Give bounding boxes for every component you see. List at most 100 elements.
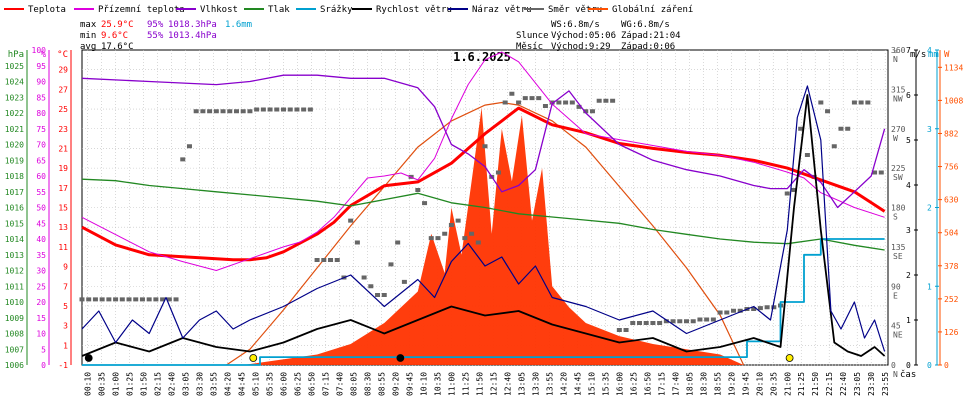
axis-tick-humidity_pct: 75 — [36, 125, 46, 134]
wind-dir-point — [119, 297, 125, 302]
axis-unit-rain_mm: mm — [928, 50, 939, 60]
x-tick-label: 22:40 — [839, 372, 848, 396]
axis-tick-temperature_c: -1 — [58, 361, 68, 370]
wind-dir-point — [798, 126, 804, 131]
x-tick-label: 10:35 — [433, 372, 442, 396]
x-tick-label: 16:50 — [643, 372, 652, 396]
axis-tick-pressure_hpa: 1024 — [5, 78, 24, 87]
wind-dir-point — [361, 275, 367, 280]
wind-dir-point — [455, 218, 461, 223]
wind-dir-point — [502, 100, 508, 105]
axis-tick-radiation_w: 504 — [944, 229, 959, 238]
x-tick-label: 23:30 — [867, 372, 876, 396]
wind-dir-point — [113, 297, 119, 302]
x-tick-label: 05:10 — [252, 372, 261, 396]
wind-ws: WS:6.8m/s — [551, 20, 600, 30]
wind-dir-point — [435, 236, 441, 241]
axis-tick-pressure_hpa: 1016 — [5, 204, 24, 213]
x-tick-label: 18:55 — [713, 372, 722, 396]
axis-tick-humidity_pct: 65 — [36, 156, 46, 165]
axis-compass-label: E — [893, 291, 898, 300]
axis-tick-pressure_hpa: 1014 — [5, 235, 24, 244]
wind-dir-point — [589, 109, 595, 114]
axis-tick-temperature_c: 3 — [63, 322, 68, 331]
x-tick-label: 01:00 — [112, 372, 121, 396]
legend-label: Rychlost větru — [376, 5, 452, 15]
axis-tick-humidity_pct: 80 — [36, 109, 46, 118]
wind-dir-point — [166, 297, 172, 302]
wind-dir-point — [448, 223, 454, 227]
x-tick-label: 13:05 — [517, 372, 526, 396]
wind-dir-point — [281, 107, 286, 112]
moon-set: Západ:0:06 — [621, 42, 675, 52]
axis-tick-humidity_pct: 25 — [36, 282, 46, 291]
axis-tick-wind_speed_ms: 4 — [906, 181, 911, 190]
axis-tick-wind_speed_ms: 5 — [906, 136, 911, 145]
axis-unit-wind_speed_ms: m/s — [910, 50, 926, 60]
wind-dir-point — [771, 305, 777, 310]
x-tick-label: 22:15 — [825, 372, 834, 396]
stat-max-label: max — [80, 20, 97, 30]
wind-dir-point — [388, 262, 394, 267]
axis-tick-wind_dir_deg: 135 — [891, 243, 906, 252]
axis-tick-pressure_hpa: 1022 — [5, 109, 24, 118]
axis-tick-rain_mm: 1 — [927, 282, 932, 291]
series-line-Globální záření — [226, 101, 745, 366]
sun-moon-marker — [785, 354, 794, 362]
stat-max-hum: 95% — [147, 20, 164, 30]
wind-dir-point — [657, 321, 663, 325]
axis-tick-pressure_hpa: 1020 — [5, 141, 24, 150]
axis-unit-humidity_pct: % — [41, 50, 47, 60]
wind-dir-point — [583, 109, 589, 114]
x-tick-label: 13:30 — [531, 372, 540, 396]
wind-dir-point — [825, 109, 831, 114]
wind-dir-point — [516, 100, 522, 105]
wind-dir-point — [328, 258, 334, 262]
series-line-Náraz větru — [81, 85, 886, 352]
chart-date: 1.6.2025 — [453, 50, 511, 64]
wind-dir-point — [254, 107, 260, 112]
axis-tick-wind_speed_ms: 1 — [906, 316, 911, 325]
axis-tick-pressure_hpa: 1015 — [5, 219, 24, 228]
axis-tick-wind_dir_deg: 90 — [891, 282, 901, 291]
axis-tick-pressure_hpa: 1013 — [5, 251, 24, 260]
wind-dir-point — [287, 107, 293, 112]
axis-tick-radiation_w: 756 — [944, 163, 959, 172]
stat-avg-temp: 17.6°C — [101, 42, 134, 52]
legend: Teplota Přízemní teplota Vlhkost Tlak Srážky… — [4, 5, 693, 15]
axis-tick-humidity_pct: 100 — [32, 46, 47, 55]
stats-panel: max 25.9°C 95% 1018.3hPa 1.6mm min 9.6°C… — [80, 20, 252, 52]
wind-dir-point — [737, 308, 743, 313]
x-tick-label: 04:20 — [224, 372, 233, 396]
x-tick-label: 23:55 — [881, 372, 890, 396]
x-tick-label: 14:45 — [573, 372, 582, 396]
wind-dir-point — [106, 297, 112, 302]
axis-tick-radiation_w: 1134 — [944, 63, 963, 72]
axis-tick-wind_dir_deg: 315 — [891, 85, 906, 94]
axis-tick-temperature_c: 23 — [58, 125, 68, 134]
axis-tick-humidity_pct: 55 — [36, 188, 46, 197]
wind-dir-point — [79, 297, 85, 302]
stat-avg-label: avg — [80, 42, 96, 52]
x-tick-label: 01:25 — [126, 372, 135, 396]
axis-tick-radiation_w: 378 — [944, 262, 959, 271]
wind-dir-point — [274, 107, 280, 112]
wind-dir-point — [160, 297, 166, 302]
x-tick-label: 15:10 — [587, 372, 596, 396]
legend-label: Směr větru — [548, 5, 602, 15]
wind-dir-point — [381, 293, 387, 297]
axis-tick-radiation_w: 252 — [944, 295, 959, 304]
axis-tick-humidity_pct: 85 — [36, 93, 46, 102]
moon-label: Měsíc — [516, 42, 543, 52]
x-tick-label: 05:35 — [266, 372, 275, 396]
wind-dir-point — [610, 98, 616, 103]
axis-tick-rain_mm: 0 — [927, 361, 932, 370]
x-tick-label: 09:45 — [405, 372, 414, 396]
x-tick-label: 07:15 — [321, 372, 330, 396]
wind-dir-point — [704, 317, 710, 322]
axis-tick-wind_dir_deg: 360 — [891, 46, 906, 55]
stat-min-press: 1013.4hPa — [168, 31, 217, 41]
wind-dir-point — [260, 107, 266, 112]
wind-dir-point — [865, 100, 871, 105]
